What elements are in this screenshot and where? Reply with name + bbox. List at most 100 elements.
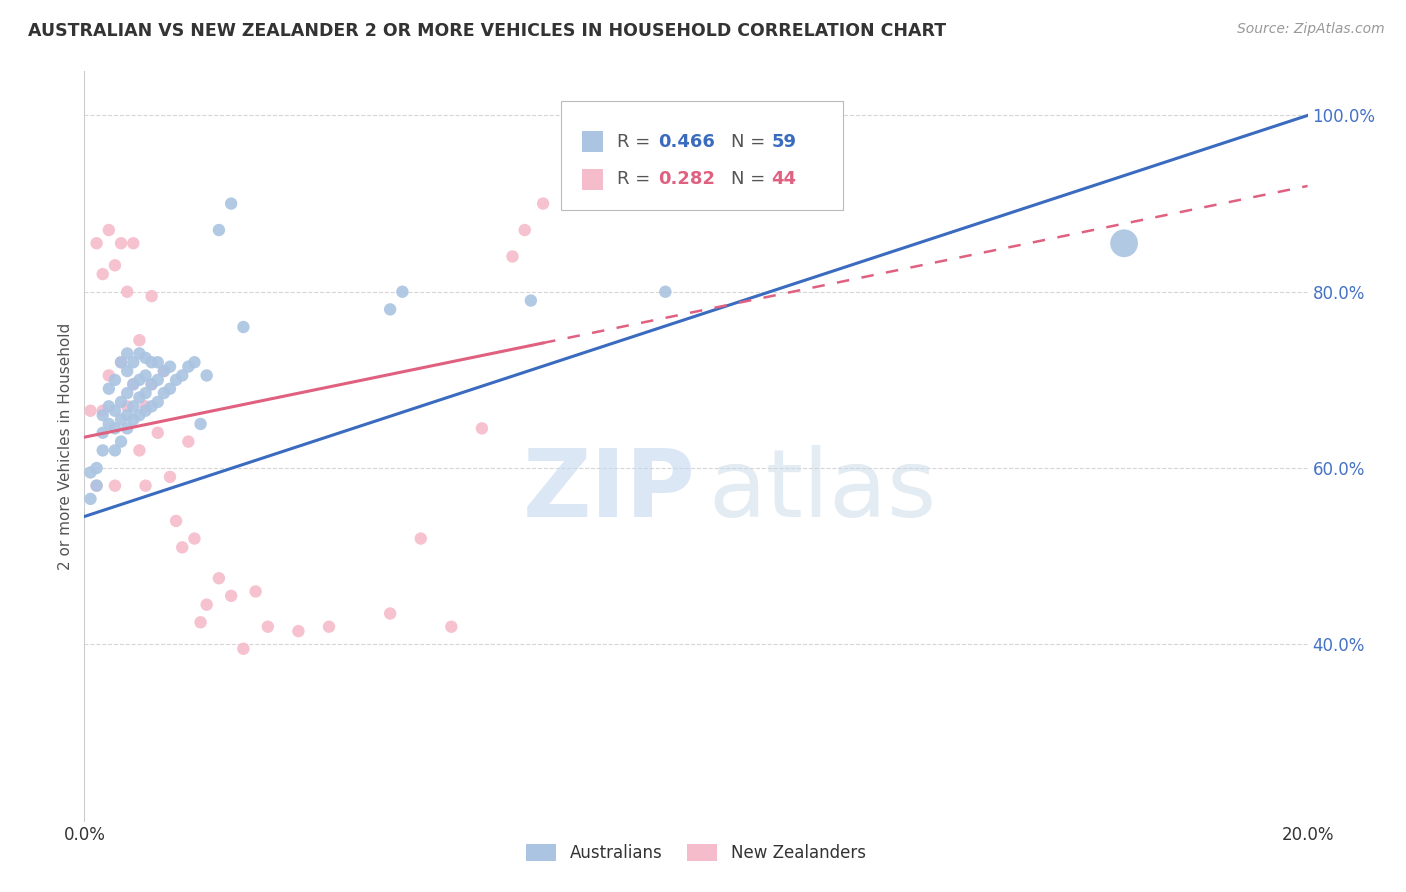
Text: 59: 59	[772, 133, 797, 151]
Point	[122, 236, 145, 251]
Point	[183, 532, 205, 546]
Point	[654, 285, 676, 299]
Point	[122, 377, 145, 392]
Text: Source: ZipAtlas.com: Source: ZipAtlas.com	[1237, 22, 1385, 37]
Point	[502, 250, 524, 264]
Point	[141, 355, 163, 369]
Point	[153, 386, 176, 401]
Legend: Australians, New Zealanders: Australians, New Zealanders	[520, 837, 872, 869]
Point	[122, 412, 145, 426]
Text: 0.282: 0.282	[658, 170, 714, 188]
Point	[165, 373, 187, 387]
Point	[135, 351, 157, 365]
Point	[135, 368, 157, 383]
Text: R =: R =	[617, 170, 657, 188]
Point	[531, 196, 554, 211]
Point	[104, 403, 127, 417]
Point	[110, 412, 132, 426]
Point	[104, 478, 127, 492]
Point	[97, 417, 120, 431]
Point	[153, 364, 176, 378]
Point	[172, 368, 194, 383]
Point	[190, 615, 212, 630]
Point	[380, 302, 402, 317]
Point	[159, 359, 181, 374]
Point	[115, 386, 138, 401]
FancyBboxPatch shape	[582, 169, 603, 190]
Point	[245, 584, 267, 599]
Text: R =: R =	[617, 133, 657, 151]
Text: AUSTRALIAN VS NEW ZEALANDER 2 OR MORE VEHICLES IN HOUSEHOLD CORRELATION CHART: AUSTRALIAN VS NEW ZEALANDER 2 OR MORE VE…	[28, 22, 946, 40]
Point	[409, 532, 432, 546]
Point	[115, 408, 138, 422]
Text: ZIP: ZIP	[523, 445, 696, 537]
Point	[86, 236, 108, 251]
Point	[208, 571, 231, 585]
Point	[1114, 236, 1136, 251]
Point	[97, 400, 120, 414]
Point	[115, 285, 138, 299]
Point	[141, 377, 163, 392]
Point	[86, 478, 108, 492]
Point	[79, 466, 101, 480]
Point	[153, 364, 176, 378]
Point	[91, 425, 114, 440]
FancyBboxPatch shape	[582, 131, 603, 153]
Point	[232, 320, 254, 334]
Point	[110, 434, 132, 449]
Point	[91, 267, 114, 281]
Point	[97, 368, 120, 383]
Point	[128, 443, 150, 458]
Point	[159, 382, 181, 396]
FancyBboxPatch shape	[561, 102, 842, 210]
Point	[115, 421, 138, 435]
Point	[177, 359, 200, 374]
Point	[318, 620, 340, 634]
Point	[97, 223, 120, 237]
Point	[208, 223, 231, 237]
Point	[115, 400, 138, 414]
Point	[110, 236, 132, 251]
Point	[110, 355, 132, 369]
Point	[104, 258, 127, 272]
Text: N =: N =	[731, 170, 772, 188]
Point	[128, 346, 150, 360]
Point	[128, 408, 150, 422]
Point	[287, 624, 309, 639]
Y-axis label: 2 or more Vehicles in Household: 2 or more Vehicles in Household	[58, 322, 73, 570]
Point	[110, 355, 132, 369]
Point	[141, 377, 163, 392]
Point	[79, 403, 101, 417]
Point	[219, 589, 242, 603]
Point	[122, 377, 145, 392]
Text: 0.466: 0.466	[658, 133, 714, 151]
Point	[115, 364, 138, 378]
Point	[128, 373, 150, 387]
Point	[195, 368, 218, 383]
Point	[513, 223, 536, 237]
Point	[440, 620, 463, 634]
Point	[135, 400, 157, 414]
Point	[86, 478, 108, 492]
Point	[110, 395, 132, 409]
Point	[91, 403, 114, 417]
Point	[146, 395, 169, 409]
Point	[86, 461, 108, 475]
Point	[165, 514, 187, 528]
Point	[146, 373, 169, 387]
Point	[135, 478, 157, 492]
Point	[122, 355, 145, 369]
Point	[190, 417, 212, 431]
Point	[520, 293, 543, 308]
Point	[172, 541, 194, 555]
Point	[177, 434, 200, 449]
Point	[115, 346, 138, 360]
Point	[146, 425, 169, 440]
Point	[104, 443, 127, 458]
Point	[79, 491, 101, 506]
Point	[232, 641, 254, 656]
Point	[257, 620, 280, 634]
Point	[183, 355, 205, 369]
Point	[135, 403, 157, 417]
Text: 44: 44	[772, 170, 797, 188]
